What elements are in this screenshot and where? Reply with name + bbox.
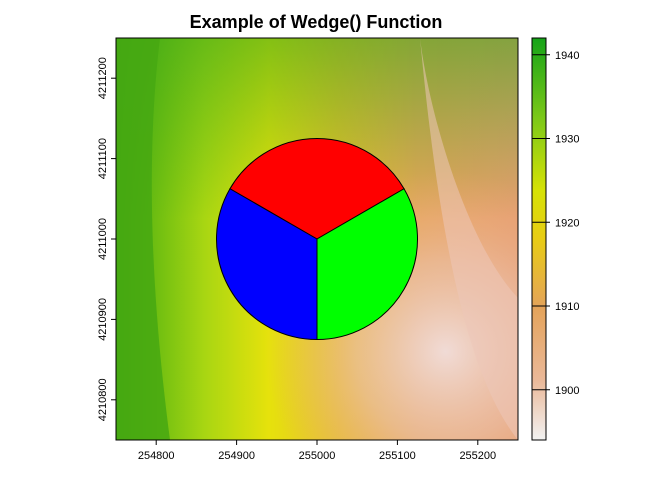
chart-title: Example of Wedge() Function — [190, 12, 443, 32]
colorbar-tick-label: 1910 — [555, 301, 579, 313]
y-tick-label: 4211100 — [97, 138, 109, 179]
colorbar-ticks: 1900 1910 1920 1930 1940 — [532, 50, 579, 397]
x-axis: 254800 254900 255000 255100 255200 — [138, 440, 496, 462]
x-tick-label: 255200 — [459, 450, 496, 462]
colorbar-tick-label: 1940 — [555, 50, 579, 62]
y-axis: 4210800 4210900 4211000 4211100 4211200 — [97, 57, 116, 421]
x-tick-label: 254900 — [218, 450, 255, 462]
colorbar-tick-label: 1930 — [555, 134, 579, 146]
colorbar-tick-label: 1920 — [555, 217, 579, 229]
colorbar — [531, 37, 547, 441]
x-tick-label: 255000 — [299, 450, 336, 462]
y-tick-label: 4210900 — [97, 298, 109, 341]
colorbar-legend: 1900 1910 1920 1930 1940 — [531, 37, 579, 441]
x-tick-label: 254800 — [138, 450, 175, 462]
y-tick-label: 4211000 — [97, 218, 109, 260]
y-tick-label: 4210800 — [97, 378, 109, 421]
x-tick-label: 255100 — [379, 450, 416, 462]
wedge-segment-3 — [316, 188, 418, 341]
y-tick-label: 4211200 — [97, 57, 109, 99]
wedge-segment-2 — [216, 188, 318, 341]
wedge-pie — [216, 137, 418, 341]
colorbar-tick-label: 1900 — [555, 385, 579, 397]
